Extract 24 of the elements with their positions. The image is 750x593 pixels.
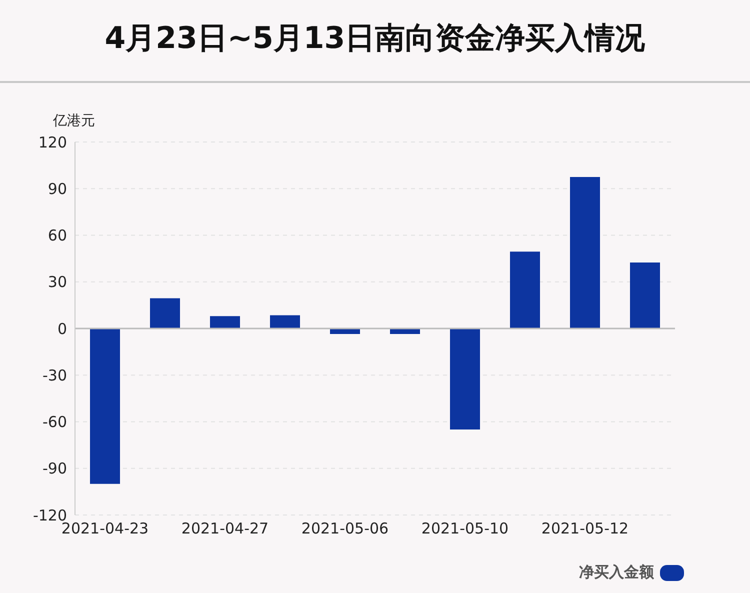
x-tick-label: 2021-05-06 — [301, 520, 389, 538]
bar — [210, 316, 240, 328]
bar — [270, 315, 300, 328]
x-tick-label: 2021-05-10 — [421, 520, 509, 538]
y-tick-label: 120 — [38, 133, 67, 152]
x-tick-label: 2021-04-27 — [181, 520, 269, 538]
bar — [150, 298, 180, 328]
y-tick-label: -90 — [42, 460, 67, 478]
chart-title: 4月23日~5月13日南向资金净买入情况 — [104, 20, 646, 58]
y-tick-label: -60 — [42, 413, 67, 432]
y-tick-label: 90 — [48, 180, 67, 198]
y-tick-label: 30 — [48, 273, 67, 292]
bar — [570, 176, 600, 328]
x-tick-label: 2021-05-12 — [541, 520, 629, 538]
y-tick-label: 60 — [48, 226, 67, 245]
y-axis-title: 亿港元 — [53, 112, 95, 130]
y-tick-label: -30 — [42, 366, 67, 384]
x-tick-label: 2021-04-23 — [61, 520, 149, 538]
bar — [510, 252, 540, 328]
legend-label: 净买入金额 — [579, 563, 654, 582]
bar — [450, 328, 480, 430]
y-tick-label: 0 — [57, 320, 67, 338]
bar — [90, 328, 120, 484]
bar — [630, 262, 660, 328]
